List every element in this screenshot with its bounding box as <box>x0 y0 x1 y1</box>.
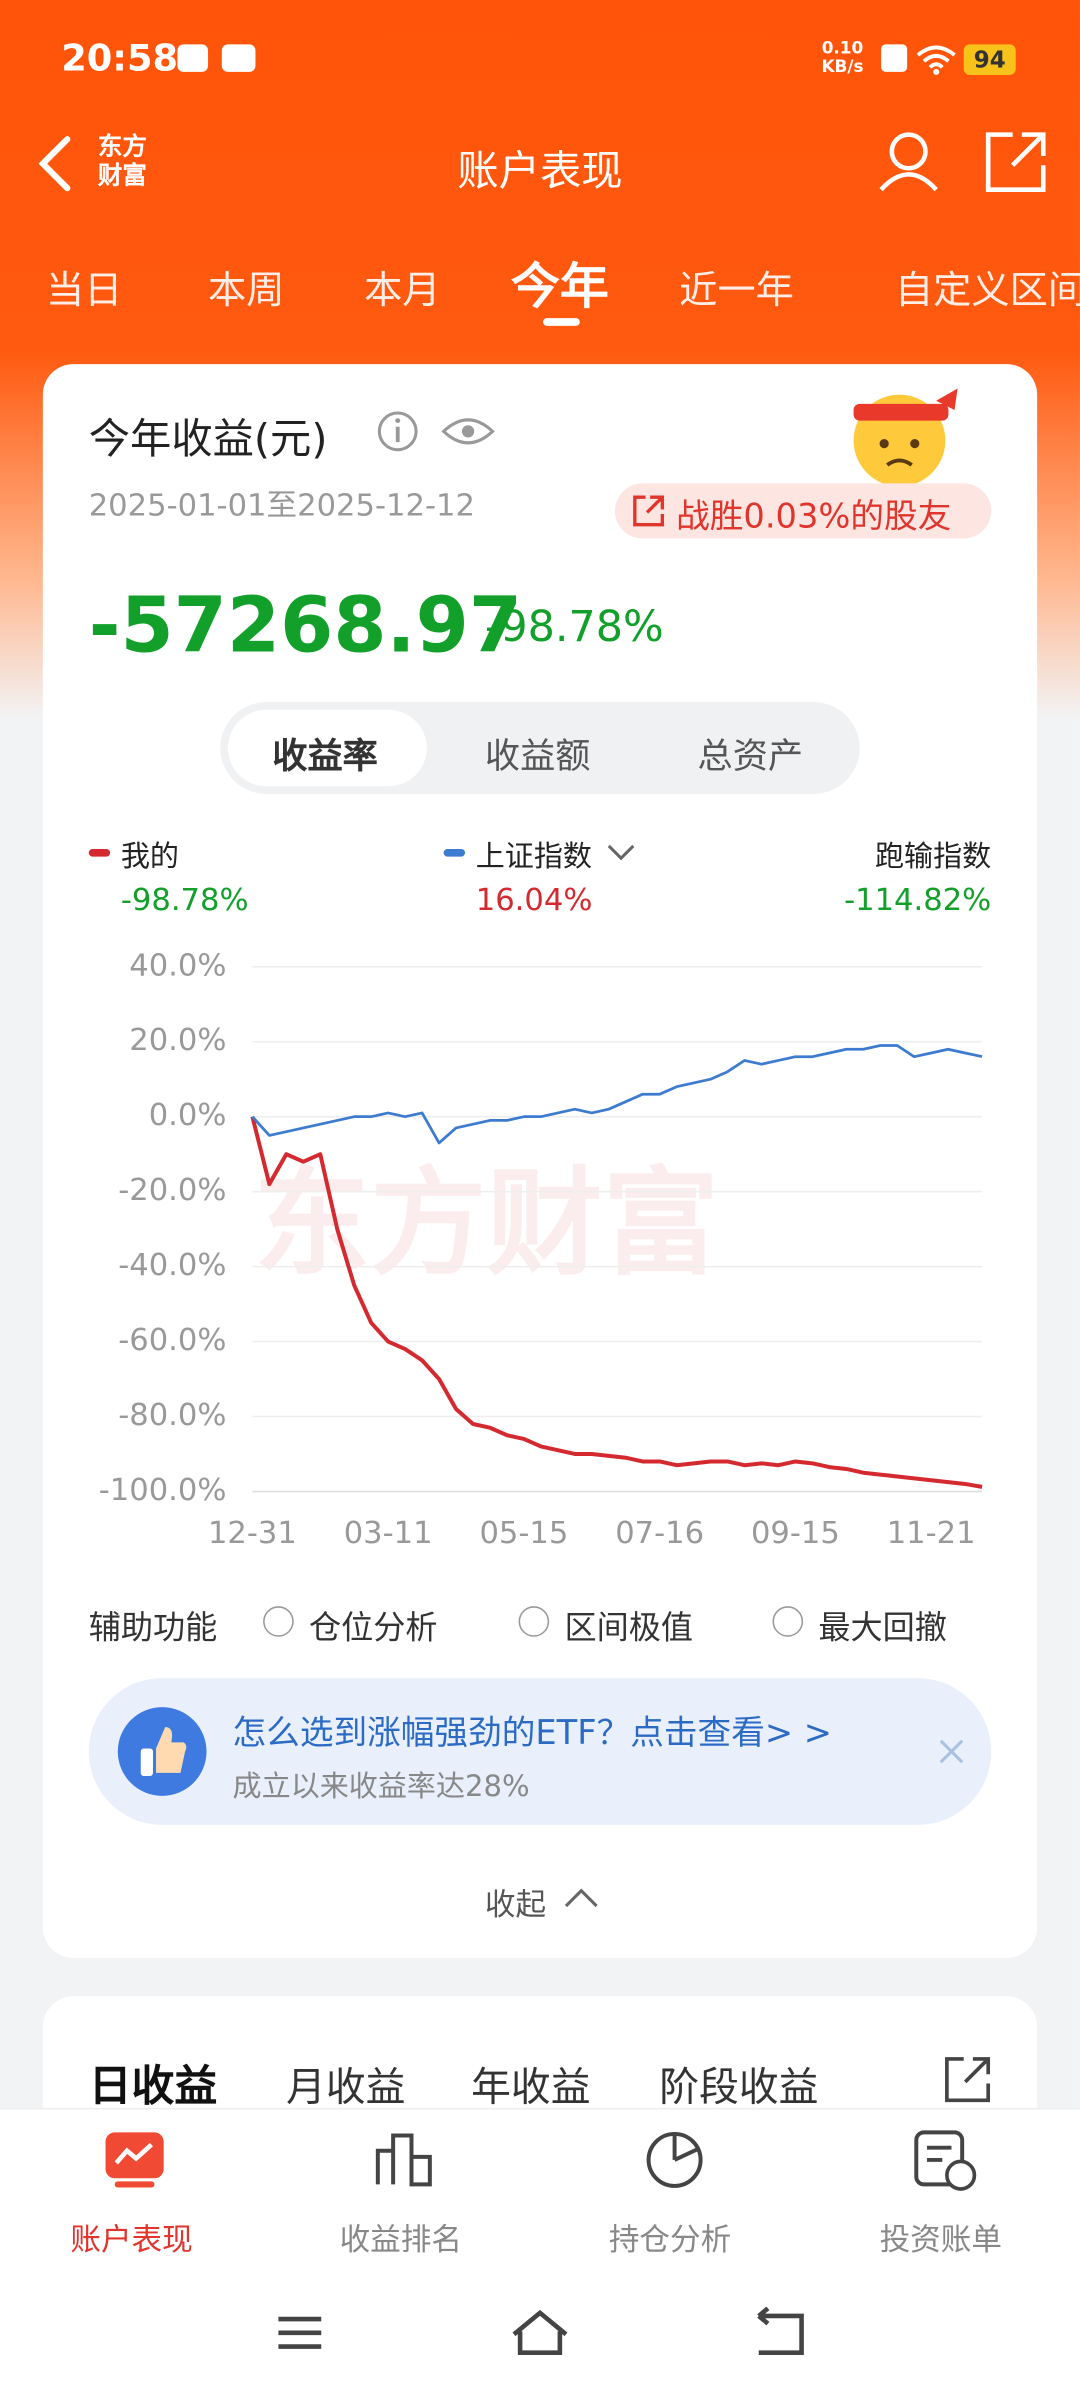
wifi-icon <box>916 45 956 75</box>
legend-value: 16.04% <box>475 881 593 918</box>
period-tab-active[interactable]: 今年 <box>510 256 609 316</box>
system-nav <box>278 2306 804 2355</box>
tool-option[interactable]: 区间极值 <box>564 1609 693 1646</box>
total-profit: -57268.97 <box>88 581 523 671</box>
period-tab[interactable]: 近一年 <box>679 267 794 313</box>
nav-label-active[interactable]: 账户表现 <box>70 2221 193 2258</box>
page-title: 账户表现 <box>457 148 623 196</box>
x-tick-label: 03-11 <box>344 1516 433 1551</box>
close-button[interactable] <box>936 1736 967 1767</box>
ad-title[interactable]: 怎么选到涨幅强劲的ETF？点击查看> > <box>232 1714 832 1754</box>
date-range: 2025-01-01至2025-12-12 <box>88 486 475 524</box>
tab-indicator <box>543 318 580 326</box>
period-tab[interactable]: 本月 <box>364 267 441 313</box>
speed-value: 0.10 <box>821 38 864 59</box>
nav-label[interactable]: 持仓分析 <box>608 2221 732 2258</box>
status-icon <box>881 44 908 72</box>
share-button[interactable] <box>942 2053 994 2105</box>
info-icons[interactable] <box>376 410 498 456</box>
profile-button[interactable] <box>875 128 942 195</box>
radio[interactable] <box>263 1606 294 1637</box>
badge[interactable]: 战胜0.03%的股友 <box>676 498 952 537</box>
nav-icon[interactable] <box>102 2129 166 2190</box>
profit-tab-active[interactable]: 日收益 <box>88 2060 218 2111</box>
share-button[interactable] <box>982 128 1049 195</box>
badge-bg <box>614 483 992 539</box>
nav-label[interactable]: 投资账单 <box>879 2221 1002 2258</box>
x-tick-label: 11-21 <box>887 1516 976 1551</box>
x-tick-label: 12-31 <box>208 1516 297 1551</box>
nav-icon[interactable] <box>912 2126 979 2193</box>
x-tick-label: 07-16 <box>615 1516 704 1551</box>
radio[interactable] <box>518 1606 550 1637</box>
mascot <box>853 388 958 487</box>
radio[interactable] <box>772 1606 804 1637</box>
nav-icon[interactable] <box>642 2126 709 2190</box>
legend-value: -98.78% <box>120 881 249 918</box>
comparison-name: 跑输指数 <box>874 839 992 874</box>
ad-icon <box>117 1707 207 1796</box>
back-button[interactable] <box>34 135 80 193</box>
y-tick-label: -60.0% <box>118 1323 226 1358</box>
chart: 东方财富 40.0% 20.0% 0.0% -20.0% -40.0% -60.0% -80… <box>99 948 983 1551</box>
net-speed: 0.10 KB/s <box>821 38 864 77</box>
y-tick-label: -40.0% <box>118 1248 226 1283</box>
profit-tab[interactable]: 月收益 <box>286 2065 406 2111</box>
segment[interactable]: 总资产 <box>697 737 804 778</box>
watermark: 东方财富 <box>254 1157 719 1292</box>
card-title: 今年收益(元) <box>88 416 328 464</box>
logo: 东方 财富 <box>98 132 147 190</box>
collapse[interactable]: 收起 <box>484 1886 547 1923</box>
legend-name: 我的 <box>120 839 179 874</box>
x-tick-label: 09-15 <box>751 1516 840 1551</box>
comparison-value: -114.82% <box>844 881 992 918</box>
dropdown-icon[interactable] <box>606 841 637 862</box>
logo-text: 财富 <box>97 160 147 190</box>
series-line <box>251 1044 983 1145</box>
badge-icon <box>633 495 665 527</box>
y-tick-label: -80.0% <box>118 1398 226 1433</box>
status-icon <box>177 44 209 72</box>
nav-icon[interactable] <box>372 2129 439 2190</box>
y-tick-label: -100.0% <box>99 1473 227 1508</box>
segment-active <box>227 709 427 787</box>
status-time: 20:58 <box>61 36 179 80</box>
nav-label[interactable]: 收益排名 <box>339 2221 462 2258</box>
y-tick-label: 0.0% <box>149 1098 227 1133</box>
period-tab[interactable]: 本周 <box>208 267 285 313</box>
logo-text: 东方 <box>97 131 147 161</box>
ad-subtitle: 成立以来收益率达28% <box>232 1769 530 1804</box>
status-icon <box>221 44 256 72</box>
y-tick-label: 40.0% <box>129 948 226 983</box>
legend-swatch <box>88 848 111 857</box>
profit-tab[interactable]: 阶段收益 <box>659 2065 819 2111</box>
segment[interactable]: 收益额 <box>484 737 591 778</box>
profit-tab[interactable]: 年收益 <box>471 2065 591 2111</box>
series-line <box>250 1116 983 1489</box>
y-tick-label: 20.0% <box>129 1023 226 1058</box>
tool-option[interactable]: 最大回撤 <box>818 1609 947 1646</box>
legend-name[interactable]: 上证指数 <box>475 839 593 874</box>
segment[interactable]: 收益率 <box>272 737 378 778</box>
period-tab[interactable]: 当日 <box>45 267 123 313</box>
collapse-icon[interactable] <box>563 1885 600 1913</box>
y-tick-label: -20.0% <box>118 1173 226 1208</box>
speed-unit: KB/s <box>821 56 864 77</box>
legend-swatch <box>443 848 466 857</box>
ad-banner[interactable] <box>88 1678 992 1825</box>
tools-label: 辅助功能 <box>88 1609 218 1646</box>
x-tick-label: 05-15 <box>479 1516 568 1551</box>
tool-option[interactable]: 仓位分析 <box>308 1609 438 1646</box>
battery: 94 <box>963 44 1016 75</box>
period-tab[interactable]: 自定义区间 <box>894 267 1080 313</box>
profit-rate: -98.78% <box>484 601 664 652</box>
